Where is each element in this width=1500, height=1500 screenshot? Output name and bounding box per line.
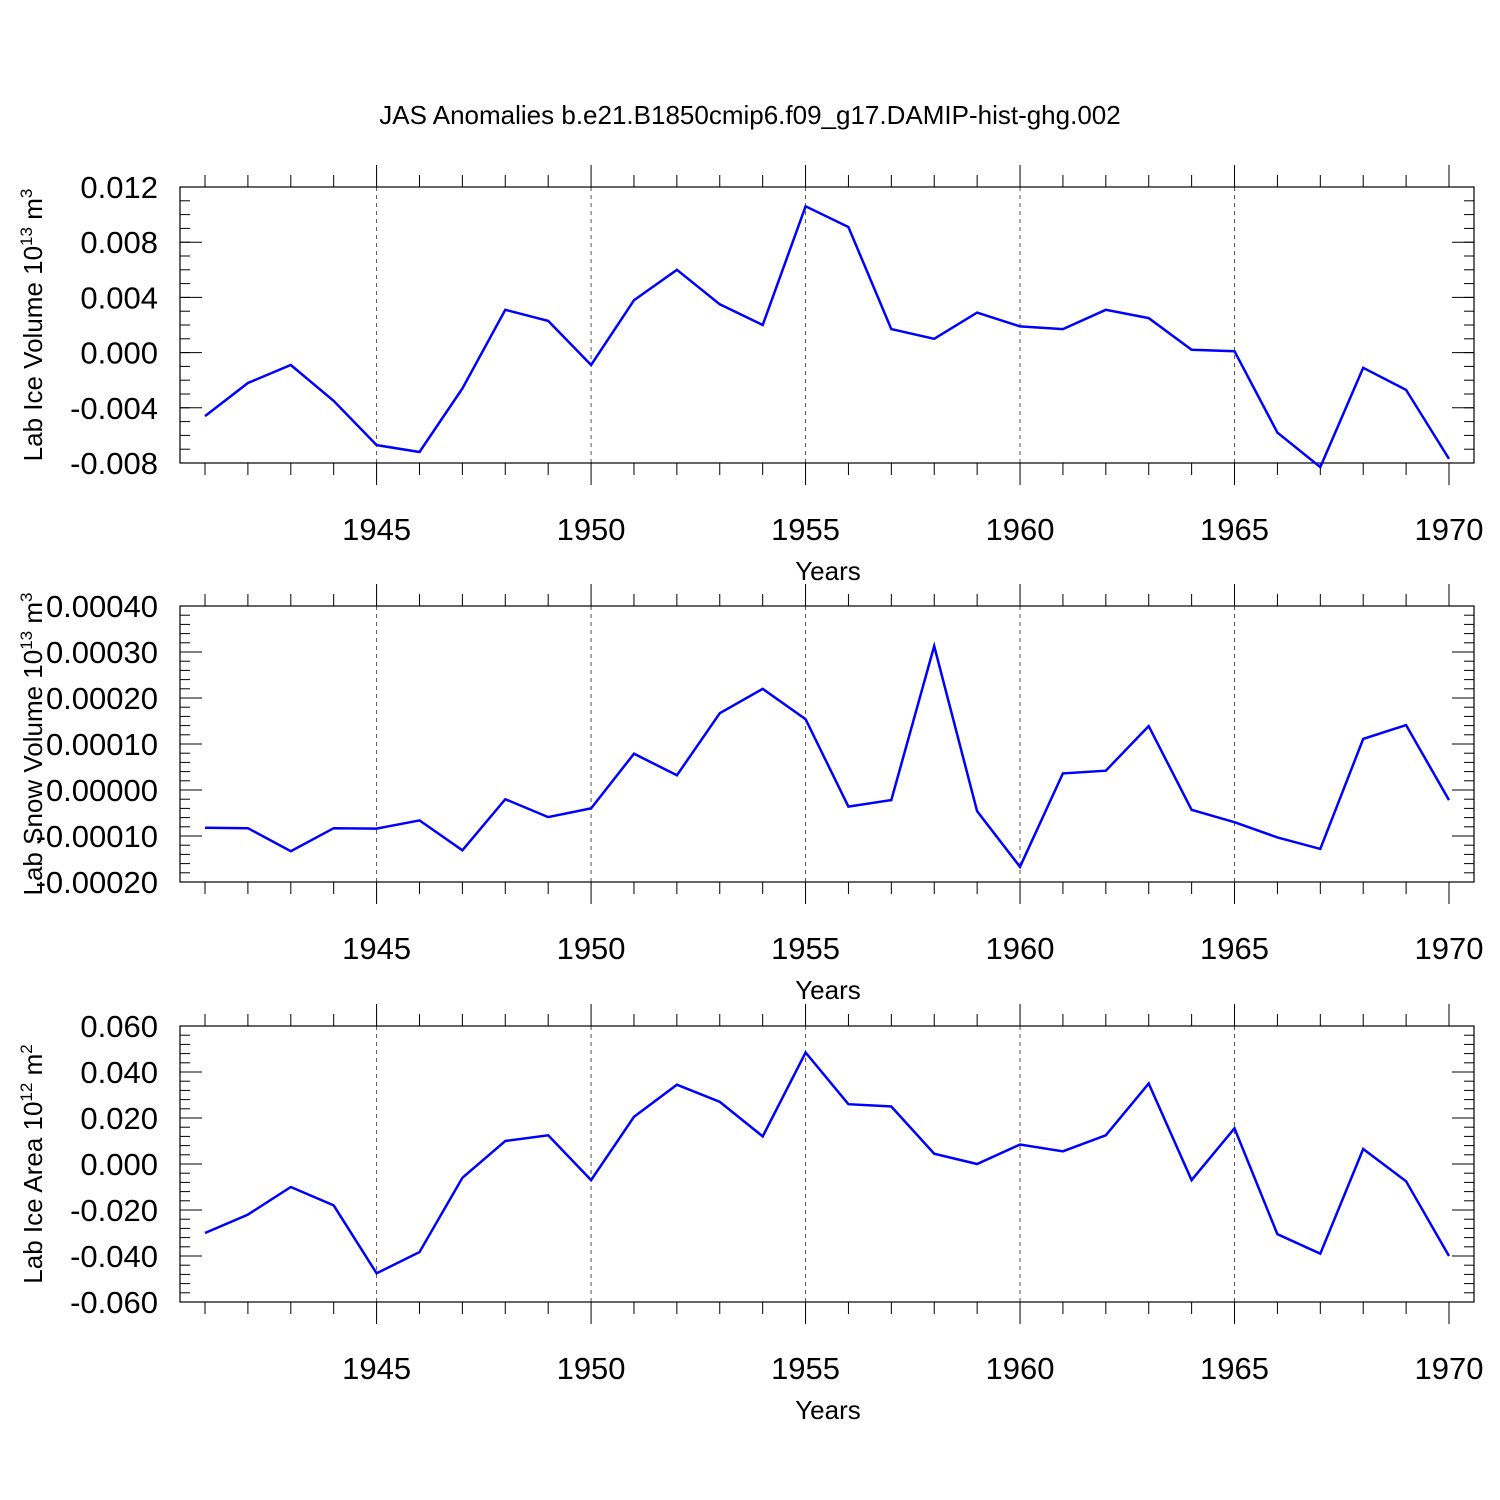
- x-tick-label: 1950: [557, 512, 626, 547]
- series-line: [204, 1050, 1451, 1275]
- series-line: [204, 641, 1451, 870]
- x-tick-label: 1970: [1415, 931, 1484, 966]
- plot-frame: [179, 1025, 1475, 1303]
- figure-title: JAS Anomalies b.e21.B1850cmip6.f09_g17.D…: [379, 100, 1120, 130]
- y-tick-label: 0.00010: [46, 727, 158, 762]
- y-tick-label: 0.00000: [46, 773, 158, 808]
- x-tick-label: 1945: [342, 512, 411, 547]
- x-axis-label: Years: [795, 556, 861, 586]
- series-line: [204, 204, 1451, 470]
- panel-ice-volume: -0.008 -0.004 0.000 0.004 0.008 0.012 1945 1950…: [17, 165, 1483, 586]
- x-tick-label: 1950: [557, 1351, 626, 1386]
- y-tick-label: 0.040: [80, 1055, 158, 1090]
- y-tick-label: 0.020: [80, 1101, 158, 1136]
- x-tick-label: 1970: [1415, 512, 1484, 547]
- y-tick-label: -0.008: [70, 446, 158, 481]
- x-tick-label: 1945: [342, 931, 411, 966]
- y-tick-label: -0.00020: [36, 865, 158, 900]
- y-tick-label: -0.060: [70, 1285, 158, 1320]
- y-tick-label: -0.020: [70, 1193, 158, 1228]
- x-tick-label: 1960: [986, 512, 1055, 547]
- plot-frame: [179, 605, 1475, 883]
- x-tick-label: 1955: [771, 1351, 840, 1386]
- x-axis-label: Years: [795, 975, 861, 1005]
- y-axis-label: Lab Snow Volume 1013 m3: [17, 592, 48, 895]
- x-tick-label: 1945: [342, 1351, 411, 1386]
- x-tick-label: 1970: [1415, 1351, 1484, 1386]
- x-tick-label: 1965: [1200, 1351, 1269, 1386]
- x-tick-label: 1965: [1200, 931, 1269, 966]
- plot-frame: [179, 186, 1475, 464]
- x-tick-label: 1955: [771, 512, 840, 547]
- y-tick-label: 0.00040: [46, 589, 158, 624]
- y-tick-label: 0.004: [80, 280, 158, 315]
- y-tick-label: 0.012: [80, 170, 158, 205]
- y-tick-label: 0.00030: [46, 635, 158, 670]
- y-tick-label: -0.004: [70, 391, 158, 426]
- y-tick-label: 0.060: [80, 1009, 158, 1044]
- panel-snow-volume: -0.00020 -0.00010 0.00000 0.00010 0.00020 0.0…: [17, 584, 1483, 1005]
- x-tick-label: 1960: [986, 931, 1055, 966]
- x-tick-label: 1965: [1200, 512, 1269, 547]
- y-tick-label: 0.000: [80, 1147, 158, 1182]
- y-tick-label: -0.00010: [36, 819, 158, 854]
- x-tick-label: 1955: [771, 931, 840, 966]
- y-tick-label: 0.000: [80, 336, 158, 371]
- y-axis-label: Lab Ice Volume 1013 m3: [17, 189, 48, 462]
- y-tick-label: -0.040: [70, 1239, 158, 1274]
- panel-ice-area: -0.060 -0.040 -0.020 0.000 0.020 0.040 0.060 19…: [17, 1004, 1483, 1425]
- x-tick-label: 1950: [557, 931, 626, 966]
- y-tick-label: 0.008: [80, 225, 158, 260]
- y-tick-label: 0.00020: [46, 681, 158, 716]
- x-tick-label: 1960: [986, 1351, 1055, 1386]
- x-axis-label: Years: [795, 1395, 861, 1425]
- y-axis-label: Lab Ice Area 1012 m2: [17, 1044, 48, 1283]
